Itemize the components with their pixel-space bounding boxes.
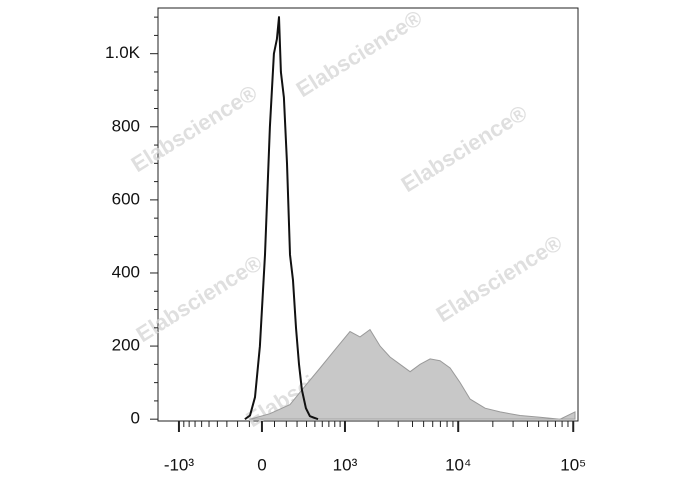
x-tick-label: 10⁴	[445, 455, 471, 474]
watermark: Elabscience®	[292, 5, 427, 102]
histogram-area	[249, 328, 576, 420]
x-tick-label: 0	[257, 455, 266, 474]
x-tick-label: -10³	[164, 455, 195, 474]
watermark: Elabscience®	[127, 80, 262, 177]
y-tick-label: 200	[112, 336, 140, 355]
plot-frame	[157, 7, 579, 422]
y-tick-label: 600	[112, 189, 140, 208]
x-tick-label: 10³	[333, 455, 358, 474]
watermark: Elabscience®	[397, 100, 532, 197]
watermark: Elabscience®	[432, 230, 567, 327]
y-tick-label: 1.0K	[105, 43, 141, 62]
y-tick-label: 800	[112, 116, 140, 135]
y-tick-label: 400	[112, 262, 140, 281]
watermark: Elabscience®	[132, 250, 267, 347]
y-tick-label: 0	[131, 409, 140, 428]
histogram-line	[244, 16, 319, 421]
x-tick-label: 10⁵	[560, 455, 586, 474]
